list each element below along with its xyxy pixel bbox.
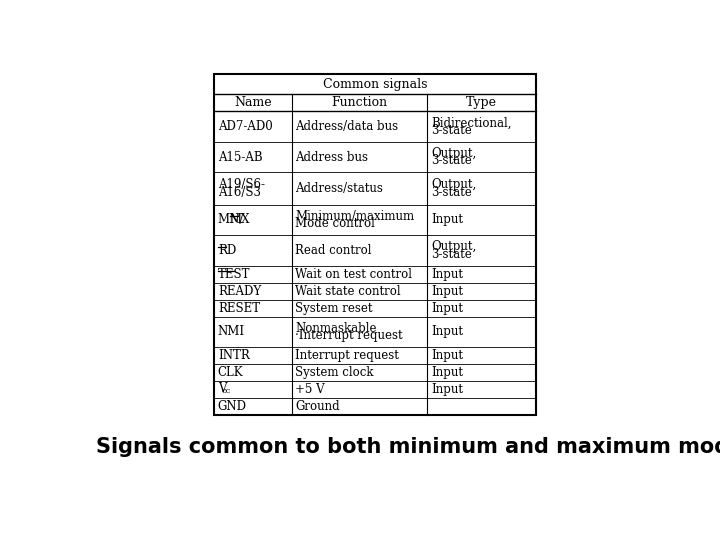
Text: Input: Input — [431, 285, 463, 298]
Text: V: V — [218, 382, 226, 395]
Text: Output,: Output, — [431, 147, 476, 160]
Text: System reset: System reset — [295, 302, 373, 315]
Text: AD7-AD0: AD7-AD0 — [218, 120, 273, 133]
Text: CLK: CLK — [218, 366, 243, 379]
Bar — [214, 74, 536, 415]
Text: Input: Input — [431, 326, 463, 339]
Text: Minimum/maximum: Minimum/maximum — [295, 210, 415, 223]
Text: Input: Input — [431, 349, 463, 362]
Text: GND: GND — [218, 400, 247, 413]
Text: Name: Name — [234, 97, 271, 110]
Text: Ground: Ground — [295, 400, 340, 413]
Text: Input: Input — [431, 366, 463, 379]
Text: Input: Input — [431, 268, 463, 281]
Text: 3-state: 3-state — [431, 248, 472, 261]
Text: MX: MX — [230, 213, 251, 226]
Text: Input: Input — [431, 383, 463, 396]
Text: MN/: MN/ — [218, 213, 244, 226]
Text: RESET: RESET — [218, 302, 260, 315]
Text: Bidirectional,: Bidirectional, — [431, 117, 511, 130]
Text: Interrupt request: Interrupt request — [295, 349, 400, 362]
Text: System clock: System clock — [295, 366, 374, 379]
Text: TEST: TEST — [218, 268, 251, 281]
Text: Wait state control: Wait state control — [295, 285, 401, 298]
Text: 3-state: 3-state — [431, 124, 472, 137]
Text: Output,: Output, — [431, 240, 476, 253]
Text: ·Interrupt request: ·Interrupt request — [295, 329, 403, 342]
Text: Function: Function — [331, 97, 387, 110]
Text: RD: RD — [218, 244, 236, 257]
Text: A19/S6-: A19/S6- — [218, 178, 265, 191]
Text: 3-state: 3-state — [431, 186, 472, 199]
Text: NMI: NMI — [218, 326, 245, 339]
Text: Address bus: Address bus — [295, 151, 369, 164]
Text: Nonmaskable: Nonmaskable — [295, 322, 377, 335]
Text: Input: Input — [431, 213, 463, 226]
Text: READY: READY — [218, 285, 261, 298]
Text: 3-state: 3-state — [431, 154, 472, 167]
Text: A15-AB: A15-AB — [218, 151, 263, 164]
Text: A16/S3: A16/S3 — [218, 186, 261, 199]
Text: Type: Type — [466, 97, 497, 110]
Text: Common signals: Common signals — [323, 78, 427, 91]
Text: cc: cc — [222, 387, 231, 395]
Text: Address/status: Address/status — [295, 182, 383, 195]
Text: Wait on test control: Wait on test control — [295, 268, 413, 281]
Text: Input: Input — [431, 302, 463, 315]
Text: Output,: Output, — [431, 178, 476, 191]
Text: Mode control: Mode control — [295, 217, 375, 230]
Text: INTR: INTR — [218, 349, 250, 362]
Text: Read control: Read control — [295, 244, 372, 257]
Text: Signals common to both minimum and maximum mode: Signals common to both minimum and maxim… — [96, 437, 720, 457]
Text: +5 V: +5 V — [295, 383, 325, 396]
Text: Address/data bus: Address/data bus — [295, 120, 398, 133]
